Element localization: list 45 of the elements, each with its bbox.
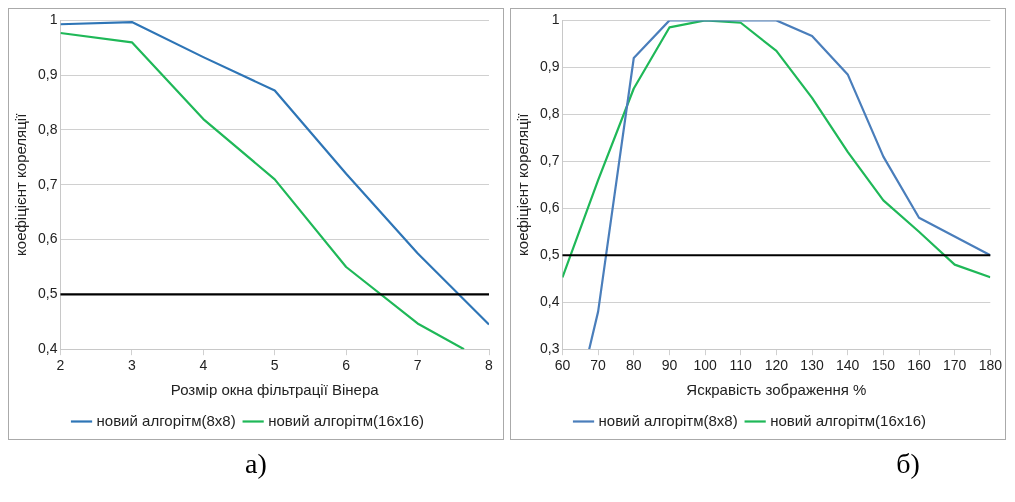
y-axis-title: коефіцієнт кореляції xyxy=(12,112,30,256)
x-tick-label: 150 xyxy=(871,357,896,374)
x-tick-label: 5 xyxy=(270,357,279,374)
x-tick-label: 100 xyxy=(693,357,717,374)
y-tick-label: 0,8 xyxy=(37,120,58,137)
x-axis-title: Розмір окна фільтрації Вінера xyxy=(170,381,380,399)
legend-label: новий алгорітм(16x16) xyxy=(268,411,424,429)
y-tick-label: 0,4 xyxy=(539,293,560,310)
legend-label: новий алгорітм(16x16) xyxy=(770,411,926,429)
y-tick-label: 0,5 xyxy=(37,285,58,302)
y-tick-label: 0,8 xyxy=(539,105,560,122)
y-tick-label: 0,9 xyxy=(37,66,58,83)
y-tick-label: 0,4 xyxy=(37,340,58,357)
y-tick-label: 0,5 xyxy=(539,246,560,263)
x-tick-label: 180 xyxy=(978,357,1003,374)
x-tick-label: 170 xyxy=(942,357,967,374)
y-tick-label: 0,7 xyxy=(37,175,58,192)
x-tick-label: 120 xyxy=(764,357,789,374)
y-tick-label: 0,3 xyxy=(539,340,560,357)
x-tick-label: 70 xyxy=(590,357,607,374)
text: б) xyxy=(895,448,920,480)
x-tick-label: 7 xyxy=(413,357,422,374)
y-axis-title: коефіцієнт кореляції xyxy=(514,112,532,256)
x-tick-label: 90 xyxy=(661,357,678,374)
x-axis-title: Яскравість зображення % xyxy=(686,381,867,399)
x-tick-label: 110 xyxy=(729,357,753,374)
y-tick-label: 1 xyxy=(551,11,560,28)
y-tick-label: 0,9 xyxy=(539,58,560,75)
x-tick-label: 2 xyxy=(56,357,65,374)
y-tick-label: 0,7 xyxy=(539,152,560,169)
y-tick-label: 0,6 xyxy=(539,199,560,216)
x-tick-label: 4 xyxy=(199,357,208,374)
y-tick-label: 1 xyxy=(49,11,58,28)
legend-label: новий алгорітм(8x8) xyxy=(96,411,236,429)
x-tick-label: 3 xyxy=(127,357,136,374)
x-tick-label: 140 xyxy=(836,357,860,374)
x-tick-label: 6 xyxy=(342,357,351,374)
y-tick-label: 0,6 xyxy=(37,230,58,247)
x-tick-label: 60 xyxy=(554,357,571,374)
legend-label: новий алгорітм(8x8) xyxy=(598,411,738,429)
x-tick-label: 160 xyxy=(907,357,931,374)
text: а) xyxy=(245,448,267,480)
x-tick-label: 130 xyxy=(800,357,824,374)
x-tick-label: 8 xyxy=(485,357,494,374)
x-tick-label: 80 xyxy=(625,357,642,374)
